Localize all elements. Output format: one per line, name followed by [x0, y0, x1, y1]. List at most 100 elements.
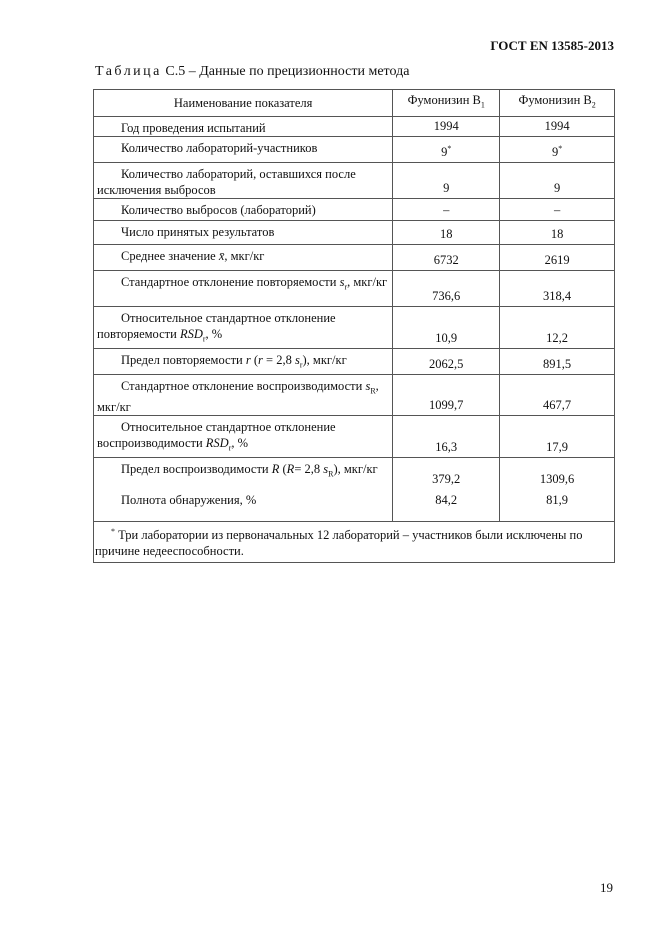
label-text: , % [205, 327, 223, 341]
label-text: Полнота обнаружения, % [121, 493, 257, 507]
footnote-text: Три лаборатории из первоначальных 12 лаб… [95, 527, 583, 558]
label-text: Стандартное отклонение повторяемости [121, 275, 340, 289]
table-row: Стандартное отклонение повторяемости sr,… [92, 270, 615, 307]
table-row: Среднее значение x̄, мкг/кг 6732 2619 [92, 244, 615, 271]
header-sub: 2 [591, 100, 596, 110]
variable: s [365, 378, 371, 393]
label-text: ( [250, 352, 259, 367]
footnote: * Три лаборатории из первоначальных 12 л… [93, 520, 615, 563]
variable: r [245, 352, 251, 367]
table-caption: Таблица С.5 – Данные по прецизионности м… [95, 64, 409, 80]
indicator-cell: Относительное стандартное отклонение вос… [92, 415, 394, 458]
label-text: Количество выбросов (лабораторий) [121, 203, 316, 217]
label-text: Количество лабораторий, оставшихся после… [97, 167, 356, 197]
value-text: 1994 [544, 119, 570, 133]
variable: r [258, 352, 263, 367]
variable: R [286, 461, 295, 476]
footnote-mark: * [447, 143, 452, 153]
label-text: Предел воспроизводимости [121, 461, 272, 476]
variable: RSD [179, 327, 203, 341]
fumonisin-b2-value: 2619 [499, 244, 615, 271]
table-row: Число принятых результатов 18 18 [92, 220, 615, 245]
value-text: 18 [439, 227, 453, 241]
variable: RSD [205, 436, 229, 450]
value-text: 2062,5 [429, 356, 464, 371]
indicator-cell: Количество лабораторий-участников [92, 136, 394, 163]
value-text: 9 [443, 181, 450, 195]
table-row: Стандартное отклонение воспроизводимости… [92, 373, 615, 416]
header-text: Фумонизин В [518, 93, 592, 108]
caption-number: С.5 [165, 64, 186, 79]
value-text: 84,2 [435, 493, 458, 507]
value-text: 736,6 [432, 289, 461, 303]
column-header-indicator: Наименование показателя [92, 89, 394, 117]
fumonisin-b2-value: – [499, 198, 615, 221]
footnote-row: * Три лаборатории из первоначальных 12 л… [93, 520, 615, 563]
footnote-mark: * [558, 143, 563, 153]
indicator-cell: Число принятых результатов [92, 220, 394, 245]
standard-header: ГОСТ EN 13585-2013 [490, 38, 614, 53]
value-text: 18 [550, 227, 564, 241]
footnote-mark: * [111, 526, 115, 536]
variable: s [339, 275, 345, 289]
variable: s [294, 352, 300, 367]
table-row: Количество лабораторий-участников 9* 9* [92, 136, 615, 163]
value-text: 467,7 [543, 398, 572, 412]
value-text: 379,2 [432, 472, 461, 486]
label-text: , мкг/кг [224, 249, 265, 263]
value-text: 9 [551, 145, 559, 159]
label-text: ), мкг/кг [302, 352, 347, 367]
indicator-cell: Количество выбросов (лабораторий) [92, 198, 394, 221]
variable: x̄ [218, 249, 225, 263]
label-text: ), мкг/кг [333, 461, 378, 476]
value-text: 1099,7 [429, 398, 464, 412]
fumonisin-b1-value: 9* [392, 136, 501, 163]
value-text: 16,3 [435, 439, 458, 454]
subscript: r [299, 360, 303, 369]
variable: s [323, 461, 329, 476]
column-header-b1: Фумонизин В1 [392, 89, 501, 117]
value-text: 9 [553, 181, 561, 195]
fumonisin-b1-value: 84,2 [392, 489, 501, 522]
subscript: r [202, 334, 206, 344]
fumonisin-b1-value: – [392, 198, 501, 221]
value-text: 12,2 [546, 330, 569, 345]
fumonisin-b2-value: 891,5 [499, 347, 615, 375]
label-text: Относительное стандартное отклонение вос… [97, 420, 336, 450]
value-text: 318,4 [543, 289, 572, 303]
table-row: Количество выбросов (лабораторий) – – [92, 198, 615, 221]
indicator-cell: Относительное стандартное отклонение пов… [92, 306, 394, 349]
value-text: 6732 [433, 253, 459, 267]
table-row: Предел повторяемости r (r = 2,8 sr), мкг… [92, 347, 615, 375]
caption-label: Таблица [95, 64, 162, 79]
table-row: Предел воспроизводимости R (R= 2,8 sR), … [92, 456, 615, 489]
table-header-row: Наименование показателя Фумонизин В1 Фум… [92, 89, 615, 117]
page-number: 19 [600, 880, 613, 895]
label-text: = 2,8 [294, 461, 324, 476]
fumonisin-b2-value: 467,7 [499, 373, 615, 416]
label-text: , % [231, 436, 249, 450]
header-sub: 1 [480, 100, 485, 110]
value-text: – [553, 203, 561, 217]
value-text: 891,5 [543, 356, 572, 371]
value-text: – [443, 203, 450, 217]
label-text: = 2,8 [262, 352, 295, 367]
label-text: , мкг/кг [347, 275, 388, 289]
column-header-b2: Фумонизин В2 [499, 89, 615, 117]
header-text: Фумонизин В [407, 93, 481, 108]
subscript: r [344, 282, 348, 292]
value-text: 17,9 [546, 439, 569, 454]
fumonisin-b2-value: 18 [499, 220, 615, 245]
indicator-cell: Стандартное отклонение повторяемости sr,… [92, 270, 394, 307]
value-text: 2619 [544, 253, 570, 267]
variable: R [271, 461, 280, 476]
label-text: Год проведения испытаний [121, 121, 266, 135]
fumonisin-b2-value: 17,9 [499, 415, 615, 458]
label-text: Число принятых результатов [121, 225, 275, 239]
value-text: 1994 [433, 119, 459, 133]
value-text: 9 [441, 145, 448, 159]
precision-table: Наименование показателя Фумонизин В1 Фум… [92, 89, 615, 563]
value-text: 10,9 [435, 330, 458, 345]
table-row: Год проведения испытаний 1994 1994 [92, 116, 615, 137]
